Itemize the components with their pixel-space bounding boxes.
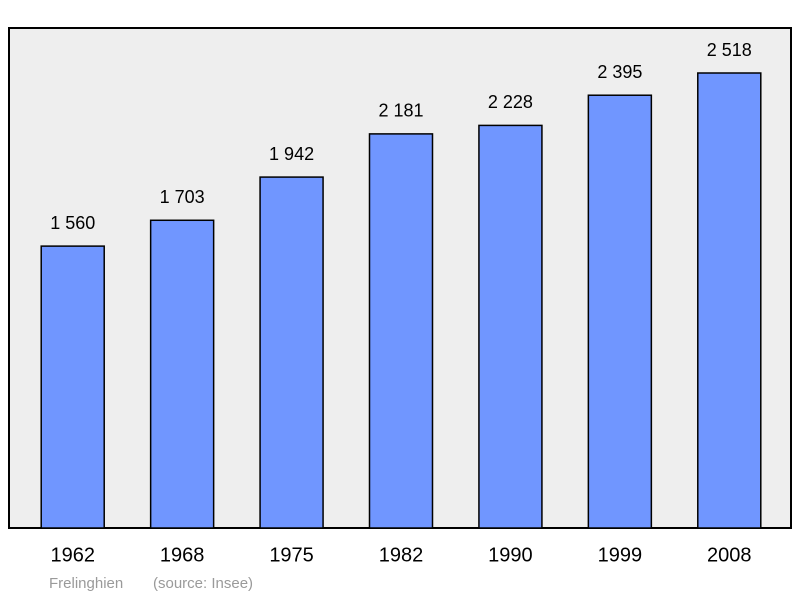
x-tick-label: 1999 bbox=[598, 544, 643, 566]
source: (source: Insee) bbox=[153, 575, 253, 592]
data-label: 2 228 bbox=[488, 92, 533, 112]
bar bbox=[40, 245, 105, 529]
data-label: 2 395 bbox=[597, 62, 642, 82]
bar bbox=[368, 133, 434, 529]
x-tick-label: 1975 bbox=[269, 544, 314, 566]
bar bbox=[149, 219, 215, 529]
bar bbox=[259, 176, 324, 529]
x-tick-label: 1962 bbox=[50, 544, 95, 566]
x-tick-label: 1990 bbox=[488, 544, 533, 566]
bar bbox=[478, 124, 543, 529]
bar bbox=[587, 94, 653, 529]
x-tick-label: 1968 bbox=[160, 544, 205, 566]
data-label: 1 703 bbox=[160, 187, 205, 207]
bar bbox=[697, 72, 762, 529]
caption: Frelinghien bbox=[49, 575, 123, 592]
data-label: 1 942 bbox=[269, 144, 314, 164]
data-label: 2 518 bbox=[707, 40, 752, 60]
data-label: 1 560 bbox=[50, 213, 95, 233]
x-tick-label: 1982 bbox=[379, 544, 424, 566]
data-label: 2 181 bbox=[378, 101, 423, 121]
x-tick-label: 2008 bbox=[707, 544, 752, 566]
